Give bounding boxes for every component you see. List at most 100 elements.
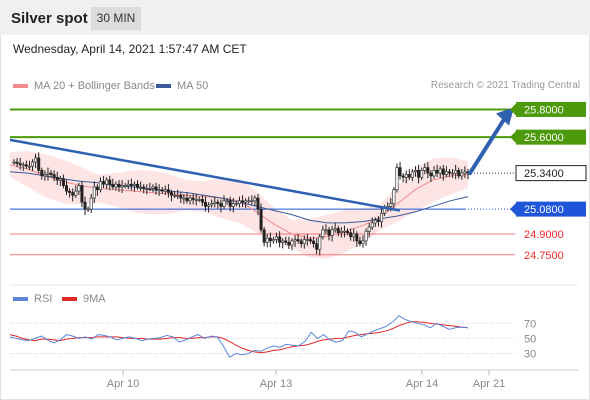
candle-body — [40, 170, 44, 177]
target-arrow-shaft — [468, 117, 506, 176]
price-label-24.9000: 24.9000 — [524, 229, 564, 241]
chart-credit: Research © 2021 Trading Central — [430, 80, 580, 91]
candle-body — [27, 165, 31, 168]
candle-body — [228, 200, 232, 207]
x-tick-Apr 14: Apr 14 — [406, 378, 438, 390]
x-tick-Apr 21: Apr 21 — [473, 378, 505, 390]
candle-body — [308, 239, 312, 242]
x-tick-Apr 10: Apr 10 — [107, 378, 139, 390]
candle-body — [86, 208, 90, 211]
ma20-label: MA 20 + Bollinger Bands — [34, 80, 155, 92]
price-label-25.8000: 25.8000 — [524, 104, 564, 116]
candle-body — [111, 183, 115, 188]
candle-body — [268, 237, 272, 242]
chart-header: Silver spot 30 MIN — [0, 0, 590, 35]
candle-body — [259, 208, 263, 231]
candle-body — [420, 170, 424, 178]
candle-body — [330, 229, 334, 236]
legend-ma50: MA 50 — [156, 80, 208, 92]
candles-group — [12, 152, 470, 256]
candle-body — [188, 197, 192, 202]
candle-body — [120, 185, 124, 188]
instrument-title: Silver spot — [11, 10, 88, 27]
candle-body — [404, 174, 408, 178]
price-label-25.3400: 25.3400 — [524, 168, 564, 180]
candle-body — [207, 204, 211, 207]
candle-body — [71, 192, 75, 196]
candle-body — [299, 240, 303, 245]
candle-body — [370, 222, 374, 228]
candle-body — [102, 181, 106, 185]
candle-body — [34, 157, 38, 163]
candle-body — [231, 203, 235, 207]
price-tag-25.3400 — [515, 165, 587, 182]
candle-body — [305, 239, 309, 241]
candle-body — [95, 186, 99, 191]
candle-body — [290, 240, 294, 246]
candle-body — [200, 199, 204, 203]
candle-body — [92, 186, 96, 199]
candle-body — [182, 197, 186, 200]
candle-body — [361, 240, 365, 245]
candle-body — [219, 203, 223, 207]
candle-body — [271, 239, 275, 242]
candle-body — [77, 185, 81, 192]
candle-body — [444, 171, 448, 175]
candle-body — [247, 200, 251, 203]
candle-body — [302, 239, 306, 245]
candle-body — [185, 197, 189, 202]
candle-body — [108, 179, 112, 185]
candle-body — [262, 229, 266, 243]
rsi-tick-50: 50 — [524, 333, 536, 345]
candle-body — [321, 229, 325, 238]
price-tag-pointer — [510, 203, 516, 216]
rsi-line — [9, 315, 469, 358]
candle-body — [213, 201, 217, 204]
candle-body — [58, 178, 62, 181]
candle-body — [250, 200, 254, 203]
candle-body — [216, 201, 220, 204]
candle-body — [151, 186, 155, 189]
candle-body — [278, 236, 282, 243]
candle-body — [265, 237, 269, 243]
price-tag-25.8000 — [516, 101, 586, 117]
candle-body — [244, 200, 248, 203]
candle-body — [176, 194, 180, 197]
candle-body — [395, 167, 399, 191]
candle-body — [197, 199, 201, 201]
candle-body — [333, 228, 337, 231]
candle-body — [256, 197, 260, 210]
candle-body — [284, 240, 288, 243]
candle-body — [154, 186, 158, 191]
candle-body — [451, 172, 455, 175]
candle-body — [157, 189, 161, 192]
rsi-swatch — [13, 297, 28, 301]
candle-body — [24, 164, 28, 167]
candle-body — [435, 170, 439, 174]
candle-body — [438, 168, 442, 174]
rsi-tick-30: 30 — [524, 348, 536, 360]
candle-body — [234, 203, 238, 205]
price-label-24.7500: 24.7500 — [524, 250, 564, 262]
target-arrow-head — [496, 107, 514, 126]
ma9-line — [9, 321, 469, 354]
candle-body — [346, 230, 350, 233]
candle-body — [74, 190, 78, 196]
candle-body — [339, 230, 343, 233]
candle-body — [413, 170, 417, 173]
candle-body — [355, 233, 359, 242]
candle-body — [179, 194, 183, 199]
price-label-25.0800: 25.0800 — [524, 204, 564, 216]
candle-body — [287, 242, 291, 246]
timeframe-badge[interactable]: 30 MIN — [91, 7, 141, 30]
candle-body — [31, 161, 35, 167]
candle-body — [160, 189, 164, 192]
candle-body — [454, 170, 458, 174]
candle-body — [410, 171, 414, 178]
rsi-tick-70: 70 — [524, 318, 536, 330]
ma20-swatch — [13, 84, 28, 88]
candle-body — [429, 172, 433, 177]
candle-body — [432, 170, 436, 177]
candle-body — [225, 200, 229, 203]
candle-body — [89, 197, 93, 210]
